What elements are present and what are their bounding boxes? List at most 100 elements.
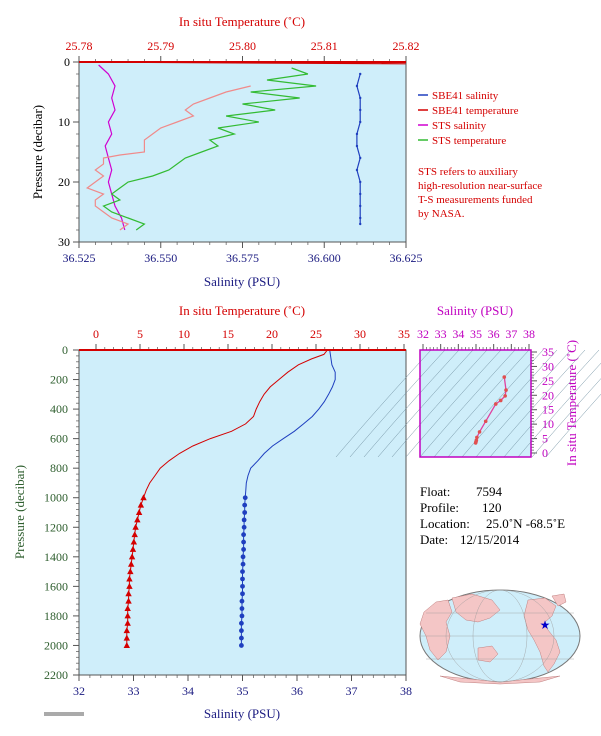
ts-sal-tick-label: 33 xyxy=(435,327,447,341)
top-pressure-tick-label: 20 xyxy=(58,175,70,189)
ts-temp-tick-label: 15 xyxy=(542,403,554,417)
ts-temp-tick-label: 20 xyxy=(542,388,554,402)
land-greenland xyxy=(551,593,567,607)
top-sbe41-salinity-point xyxy=(355,168,359,172)
bot-salinity-marker xyxy=(239,606,245,611)
ts-isopycnal xyxy=(503,349,600,458)
date-label: Date: xyxy=(420,532,448,547)
top-salinity-axis-title: Salinity (PSU) xyxy=(204,274,280,289)
bot-temperature-marker xyxy=(129,545,137,552)
bottom-chart: In situ Temperature (˚C) 0 5 10 15 20 25 30 35 … xyxy=(12,303,412,721)
top-sbe41-salinity-line xyxy=(356,73,361,224)
bot-temp-tick-label: 35 xyxy=(398,327,410,341)
bot-temp-tick-label: 10 xyxy=(178,327,190,341)
bot-temperature-marker xyxy=(126,575,133,582)
top-temp-tick-label: 25.78 xyxy=(66,39,93,53)
bot-temperature-marker xyxy=(127,568,134,575)
top-sbe41-salinity-point xyxy=(359,180,362,184)
top-sal-tick-label: 36.625 xyxy=(390,251,423,265)
ts-sal-tick-label: 38 xyxy=(523,327,535,341)
bot-temp-tick-label: 0 xyxy=(93,327,99,341)
bot-salinity-marker xyxy=(239,620,244,626)
top-sbe41-salinity-point xyxy=(359,222,362,226)
bot-salinity-marker xyxy=(240,554,246,560)
sts-note: STS refers to auxiliary high-resolution … xyxy=(418,166,542,220)
ts-sal-tick-label: 37 xyxy=(505,327,517,341)
bot-pressure-tick-label: 400 xyxy=(50,402,68,416)
ts-sal-tick-label: 35 xyxy=(470,327,482,341)
bot-temperature-line xyxy=(143,349,328,498)
bot-salinity-marker xyxy=(241,524,247,530)
bot-pressure-tick-label: 600 xyxy=(50,432,68,446)
ts-sal-tick-label: 32 xyxy=(417,327,429,341)
legend-label: SBE41 temperature xyxy=(432,105,519,117)
bot-temperature-marker xyxy=(123,634,130,641)
float-info: Float: 7594 Profile: 120 Location: 25.0˚… xyxy=(420,484,565,547)
ts-point xyxy=(474,438,479,443)
legend-label: STS salinity xyxy=(432,120,487,132)
top-sbe41-salinity-point xyxy=(355,84,359,88)
ts-point xyxy=(483,419,488,424)
bot-temperature-marker xyxy=(128,560,135,567)
top-sts-temperature-pink-line xyxy=(85,85,251,231)
ts-point xyxy=(504,388,508,392)
bot-temp-tick-label: 20 xyxy=(266,327,278,341)
legend-label: STS temperature xyxy=(432,135,506,147)
ts-isopycnal xyxy=(489,349,586,458)
top-chart: In situ Temperature (˚C) 25.78 25.79 25.80… xyxy=(30,14,423,289)
ts-point xyxy=(475,435,479,440)
legend-label: SBE41 salinity xyxy=(432,90,499,102)
bot-salinity-marker xyxy=(241,539,246,545)
ts-temp-tick-label: 10 xyxy=(542,417,554,431)
bot-pressure-tick-label: 1200 xyxy=(44,520,68,534)
ts-point xyxy=(477,430,482,434)
bot-salinity-marker xyxy=(241,532,246,538)
top-temperature-axis-title: In situ Temperature (˚C) xyxy=(179,14,305,29)
bot-pressure-tick-label: 200 xyxy=(50,373,68,387)
bottom-temperature-axis-title: In situ Temperature (˚C) xyxy=(179,303,305,318)
top-pressure-tick-label: 30 xyxy=(58,235,70,249)
bot-temp-tick-label: 25 xyxy=(310,327,322,341)
note-line-2: high-resolution near-surface xyxy=(418,180,542,192)
ts-temp-tick-label: 5 xyxy=(542,432,548,446)
top-pressure-tick-label: 10 xyxy=(58,115,70,129)
bot-salinity-marker xyxy=(239,613,245,619)
bot-sal-tick-label: 32 xyxy=(73,684,85,698)
top-sbe41-salinity-point xyxy=(359,204,362,208)
ts-point xyxy=(503,394,507,398)
map-grid xyxy=(420,589,580,683)
top-pressure-axis-title: Pressure (decibar) xyxy=(30,105,45,199)
land-americas xyxy=(523,597,561,673)
top-sal-tick-label: 36.600 xyxy=(308,251,341,265)
top-sbe41-salinity-point xyxy=(359,192,362,196)
bot-temp-tick-label: 5 xyxy=(137,327,143,341)
bot-sal-tick-label: 33 xyxy=(128,684,140,698)
bot-pressure-tick-label: 800 xyxy=(50,461,68,475)
top-sts-temperature-line xyxy=(102,67,317,231)
top-sbe41-salinity-point xyxy=(359,156,362,160)
ts-isopycnal xyxy=(349,349,446,458)
ts-sal-tick-label: 34 xyxy=(452,327,464,341)
map-land xyxy=(419,593,567,685)
bot-salinity-marker xyxy=(239,628,244,634)
bot-salinity-marker xyxy=(240,561,246,567)
ts-temp-tick-label: 35 xyxy=(542,345,554,359)
bot-salinity-marker xyxy=(240,576,245,582)
bottom-pressure-axis-title: Pressure (decibar) xyxy=(12,465,27,559)
bot-temperature-marker xyxy=(137,501,145,508)
bot-salinity-marker xyxy=(240,583,245,589)
top-temp-tick-label: 25.82 xyxy=(393,39,420,53)
bot-salinity-marker xyxy=(239,643,244,648)
bot-salinity-marker xyxy=(242,502,248,508)
bot-temperature-marker xyxy=(125,597,132,604)
top-sbe41-salinity-point xyxy=(359,108,362,112)
bot-temperature-marker xyxy=(130,538,138,545)
bot-temperature-marker xyxy=(134,516,141,523)
ts-isopycnal xyxy=(461,349,558,458)
note-line-3: T-S measurements funded xyxy=(418,194,533,206)
top-temp-tick-label: 25.81 xyxy=(311,39,338,53)
ts-isopycnal xyxy=(363,349,460,458)
bot-sal-tick-label: 38 xyxy=(400,684,412,698)
bottom-salinity-axis-title: Salinity (PSU) xyxy=(204,706,280,721)
bot-temperature-marker xyxy=(132,523,139,530)
